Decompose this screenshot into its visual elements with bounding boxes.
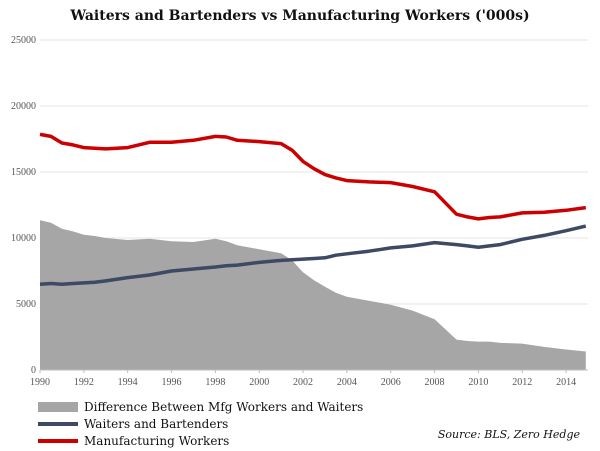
x-tick-label: 2002	[293, 377, 313, 388]
legend: Difference Between Mfg Workers and Waite…	[38, 398, 363, 449]
x-tick-label: 1990	[30, 377, 50, 388]
chart-title: Waiters and Bartenders vs Manufacturing …	[70, 8, 530, 24]
y-tick-label: 5000	[16, 299, 36, 310]
legend-label-waiters: Waiters and Bartenders	[84, 416, 229, 431]
y-tick-label: 15000	[11, 167, 36, 178]
legend-swatch-manufacturing	[38, 438, 78, 443]
x-tick-label: 2012	[512, 377, 532, 388]
line-layer	[39, 132, 587, 286]
legend-item-waiters: Waiters and Bartenders	[38, 415, 363, 432]
line-manufacturing-workers	[39, 132, 587, 221]
x-tick-label: 2000	[249, 377, 269, 388]
x-tick-label: 2014	[556, 377, 576, 388]
axis-layer: 0 5000 10000 15000 20000 25000 1990 1992 1994 199…	[11, 35, 588, 388]
y-tick-label: 0	[31, 365, 36, 376]
x-tick-label: 2006	[381, 377, 401, 388]
legend-label-difference: Difference Between Mfg Workers and Waite…	[84, 399, 364, 414]
x-tick-label: 1992	[74, 377, 94, 388]
legend-item-manufacturing: Manufacturing Workers	[38, 432, 363, 449]
x-tick-label: 2008	[425, 377, 445, 388]
legend-item-difference: Difference Between Mfg Workers and Waite…	[38, 398, 363, 415]
source-note: Source: BLS, Zero Hedge	[437, 428, 580, 441]
x-tick-label: 1994	[118, 377, 138, 388]
legend-swatch-difference	[38, 401, 78, 412]
legend-swatch-waiters	[38, 421, 78, 426]
y-tick-label: 10000	[11, 233, 36, 244]
x-tick-label: 1996	[162, 377, 182, 388]
x-tick-label: 2004	[337, 377, 357, 388]
y-tick-label: 25000	[11, 35, 36, 46]
area-difference	[40, 220, 586, 370]
x-tick-label: 1998	[205, 377, 225, 388]
area-layer	[40, 220, 586, 370]
legend-label-manufacturing: Manufacturing Workers	[84, 433, 230, 448]
x-tick-label: 2010	[468, 377, 488, 388]
y-tick-label: 20000	[11, 101, 36, 112]
line-waiters-bartenders	[39, 224, 587, 286]
